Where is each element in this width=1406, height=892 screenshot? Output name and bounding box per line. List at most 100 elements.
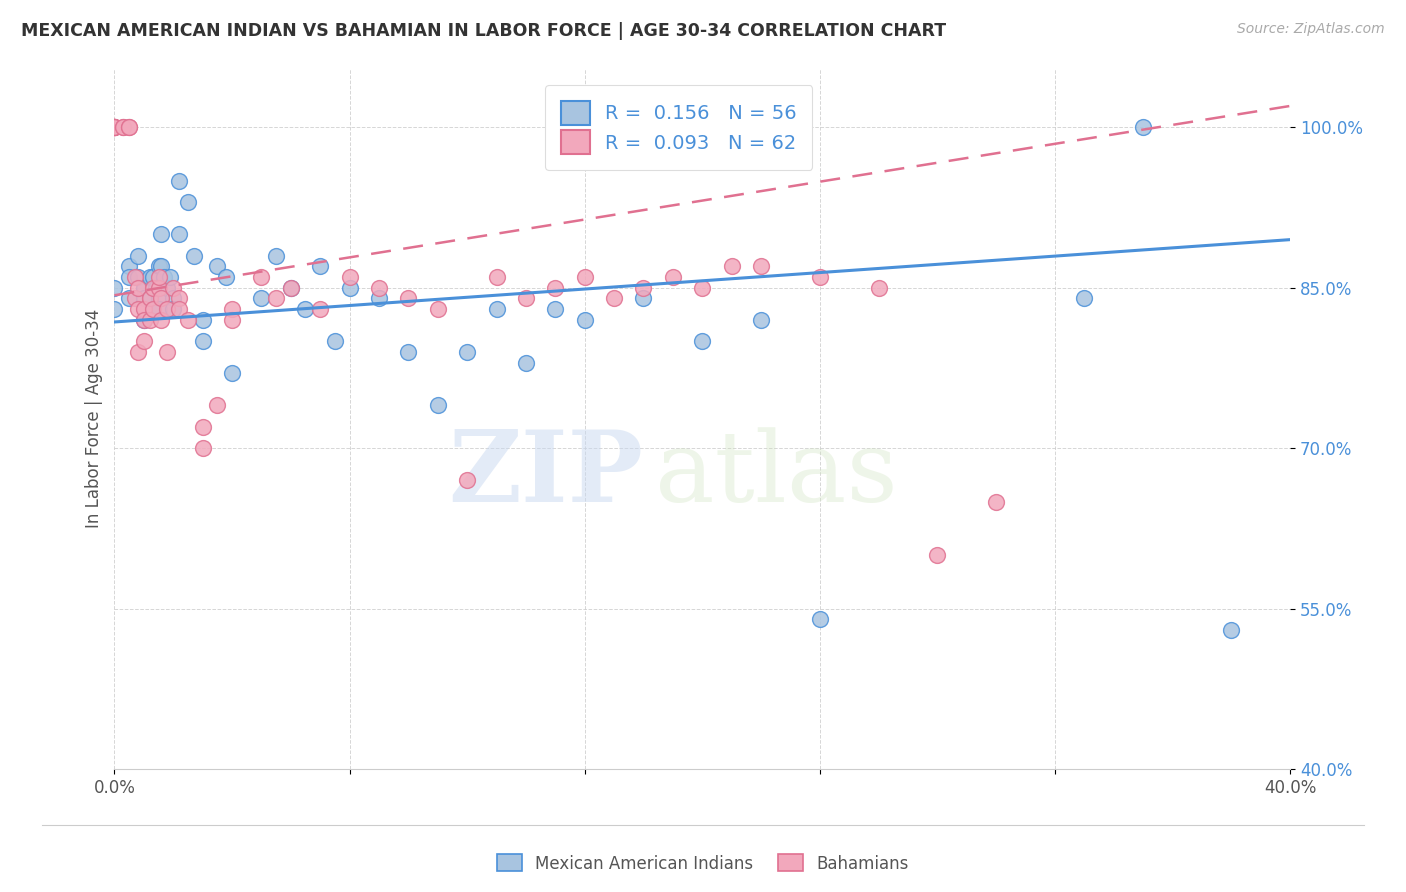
Point bbox=[177, 313, 200, 327]
Point bbox=[150, 313, 173, 327]
Point bbox=[662, 270, 685, 285]
Point bbox=[485, 302, 508, 317]
Point bbox=[323, 334, 346, 349]
Point bbox=[177, 195, 200, 210]
Point bbox=[574, 270, 596, 285]
Point bbox=[124, 292, 146, 306]
Point bbox=[112, 120, 135, 135]
Point bbox=[264, 249, 287, 263]
Point bbox=[103, 120, 125, 135]
Point bbox=[808, 612, 831, 626]
Point bbox=[103, 120, 125, 135]
Point bbox=[145, 281, 167, 295]
Point bbox=[118, 270, 141, 285]
Point bbox=[103, 120, 125, 135]
Point bbox=[103, 120, 125, 135]
Point bbox=[986, 494, 1008, 508]
Point bbox=[250, 292, 273, 306]
Point bbox=[103, 120, 125, 135]
Point bbox=[207, 260, 229, 274]
Point bbox=[159, 270, 181, 285]
Y-axis label: In Labor Force | Age 30-34: In Labor Force | Age 30-34 bbox=[86, 310, 103, 528]
Point bbox=[167, 174, 190, 188]
Point bbox=[167, 302, 190, 317]
Point bbox=[294, 302, 316, 317]
Point bbox=[339, 270, 361, 285]
Point bbox=[690, 281, 713, 295]
Point bbox=[124, 270, 146, 285]
Point bbox=[127, 249, 149, 263]
Point bbox=[118, 260, 141, 274]
Point bbox=[138, 313, 160, 327]
Point bbox=[633, 292, 655, 306]
Point bbox=[808, 270, 831, 285]
Point bbox=[148, 260, 170, 274]
Point bbox=[515, 292, 537, 306]
Point bbox=[456, 473, 478, 487]
Point bbox=[221, 367, 243, 381]
Point bbox=[150, 292, 173, 306]
Point bbox=[142, 302, 165, 317]
Point bbox=[544, 281, 567, 295]
Point bbox=[215, 270, 238, 285]
Point bbox=[103, 120, 125, 135]
Point bbox=[339, 281, 361, 295]
Point bbox=[280, 281, 302, 295]
Point bbox=[544, 302, 567, 317]
Point bbox=[148, 292, 170, 306]
Point bbox=[309, 302, 332, 317]
Point bbox=[456, 345, 478, 359]
Point bbox=[132, 281, 155, 295]
Point bbox=[132, 292, 155, 306]
Point bbox=[221, 313, 243, 327]
Point bbox=[103, 281, 125, 295]
Point bbox=[138, 292, 160, 306]
Point bbox=[207, 398, 229, 412]
Point bbox=[132, 313, 155, 327]
Point bbox=[191, 419, 214, 434]
Point bbox=[191, 313, 214, 327]
Point bbox=[132, 313, 155, 327]
Point bbox=[162, 281, 184, 295]
Point bbox=[142, 270, 165, 285]
Point bbox=[150, 227, 173, 242]
Point bbox=[148, 302, 170, 317]
Text: atlas: atlas bbox=[655, 427, 898, 523]
Point bbox=[515, 356, 537, 370]
Point bbox=[156, 345, 179, 359]
Point bbox=[720, 260, 742, 274]
Point bbox=[118, 292, 141, 306]
Point bbox=[132, 334, 155, 349]
Point bbox=[927, 548, 949, 562]
Point bbox=[167, 292, 190, 306]
Point bbox=[633, 281, 655, 295]
Point bbox=[103, 120, 125, 135]
Point bbox=[103, 120, 125, 135]
Point bbox=[426, 302, 449, 317]
Point bbox=[118, 120, 141, 135]
Point bbox=[250, 270, 273, 285]
Point bbox=[426, 398, 449, 412]
Point bbox=[749, 260, 772, 274]
Legend: Mexican American Indians, Bahamians: Mexican American Indians, Bahamians bbox=[491, 847, 915, 880]
Point bbox=[153, 270, 176, 285]
Point bbox=[138, 270, 160, 285]
Point bbox=[162, 302, 184, 317]
Legend: R =  0.156   N = 56, R =  0.093   N = 62: R = 0.156 N = 56, R = 0.093 N = 62 bbox=[546, 86, 813, 169]
Point bbox=[162, 292, 184, 306]
Point bbox=[103, 302, 125, 317]
Point bbox=[396, 345, 419, 359]
Point bbox=[221, 302, 243, 317]
Text: Source: ZipAtlas.com: Source: ZipAtlas.com bbox=[1237, 22, 1385, 37]
Point bbox=[368, 281, 391, 295]
Text: ZIP: ZIP bbox=[449, 426, 644, 524]
Point bbox=[156, 281, 179, 295]
Point bbox=[156, 302, 179, 317]
Point bbox=[396, 292, 419, 306]
Point bbox=[264, 292, 287, 306]
Point bbox=[485, 270, 508, 285]
Point bbox=[868, 281, 890, 295]
Point bbox=[127, 270, 149, 285]
Point bbox=[127, 345, 149, 359]
Point bbox=[150, 260, 173, 274]
